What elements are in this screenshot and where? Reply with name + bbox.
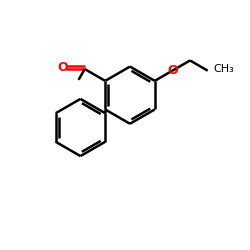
Text: CH₃: CH₃ xyxy=(213,64,234,74)
Text: O: O xyxy=(167,64,178,77)
Text: O: O xyxy=(57,61,68,74)
